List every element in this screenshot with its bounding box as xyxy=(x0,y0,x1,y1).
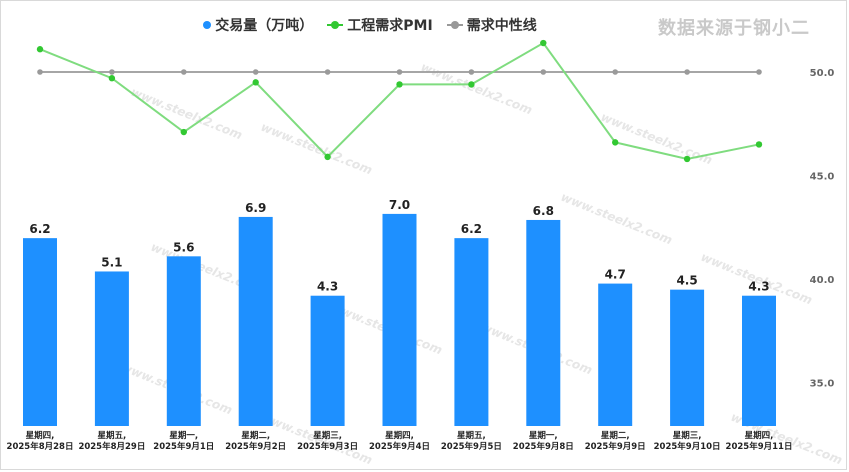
y-tick-label: 50.0 xyxy=(810,68,835,79)
watermark-site-7: www.steelx2.com xyxy=(599,110,714,167)
neutral-point xyxy=(612,69,618,75)
bar xyxy=(526,219,561,426)
pmi-point xyxy=(612,139,619,146)
x-tick-label-date: 2025年9月10日 xyxy=(654,441,721,452)
watermark-site-2: www.steelx2.com xyxy=(419,60,534,117)
bar-value-label: 6.8 xyxy=(533,204,554,218)
x-tick-label-day: 星期五, xyxy=(98,430,127,441)
pmi-point xyxy=(540,39,547,47)
x-tick-label-day: 星期三, xyxy=(313,430,342,441)
pmi-point xyxy=(755,141,763,148)
legend-item-neutral[interactable]: 需求中性线 xyxy=(446,15,537,35)
bar xyxy=(94,271,129,426)
neutral-point xyxy=(684,69,690,75)
x-tick-label-date: 2025年9月9日 xyxy=(585,441,646,452)
y-tick-label: 45.0 xyxy=(810,172,835,183)
bar-value-label: 6.9 xyxy=(245,201,266,215)
bar-value-label: 5.6 xyxy=(173,240,194,254)
neutral-point xyxy=(181,69,187,75)
bar-value-label: 4.3 xyxy=(317,280,338,294)
pmi-point xyxy=(396,81,403,88)
x-tick-label-day: 星期二, xyxy=(601,430,630,441)
pmi-point xyxy=(108,75,116,82)
bar-value-label: 4.5 xyxy=(676,274,697,288)
bar xyxy=(310,295,345,426)
watermark-site-3: www.steelx2.com xyxy=(559,190,674,247)
legend-marker-neutral xyxy=(446,21,463,29)
neutral-point xyxy=(468,69,475,75)
pmi-point xyxy=(324,153,331,161)
x-tick-label-date: 2025年8月29日 xyxy=(78,441,145,452)
bar-value-label: 5.1 xyxy=(101,255,122,269)
pmi-point xyxy=(683,155,691,163)
bar xyxy=(238,216,273,426)
y-tick-label: 40.0 xyxy=(810,275,835,286)
bar xyxy=(166,256,201,426)
x-tick-label-date: 2025年9月8日 xyxy=(513,441,574,452)
x-tick-label-day: 星期四, xyxy=(26,430,55,441)
neutral-point xyxy=(396,69,403,75)
y-tick-label: 35.0 xyxy=(810,379,835,390)
pmi-point xyxy=(252,79,259,86)
watermark-site-0: www.steelx2.com xyxy=(129,85,244,142)
legend: 交易量（万吨） 工程需求PMI 需求中性线 xyxy=(0,15,740,35)
x-tick-label-date: 2025年9月1日 xyxy=(153,441,214,452)
neutral-point xyxy=(37,69,43,75)
legend-marker-pmi xyxy=(327,21,344,29)
legend-label-pmi: 工程需求PMI xyxy=(347,18,433,34)
x-tick-label-day: 星期一, xyxy=(529,430,558,441)
x-tick-label-day: 星期二, xyxy=(241,430,270,441)
bar-value-label: 6.2 xyxy=(461,222,482,236)
neutral-point xyxy=(324,69,331,75)
x-tick-label-date: 2025年9月11日 xyxy=(726,441,793,452)
x-tick-label-date: 2025年9月2日 xyxy=(225,441,286,452)
bar xyxy=(454,238,489,426)
x-tick-label-day: 星期四, xyxy=(385,430,414,441)
legend-item-pmi[interactable]: 工程需求PMI xyxy=(327,15,433,35)
legend-item-volume[interactable]: 交易量（万吨） xyxy=(203,15,313,35)
legend-label-volume: 交易量（万吨） xyxy=(215,18,314,34)
x-tick-label-date: 2025年8月28日 xyxy=(7,441,74,452)
bar-value-label: 6.2 xyxy=(29,222,50,236)
neutral-point xyxy=(109,69,115,75)
bar xyxy=(23,238,57,426)
legend-label-neutral: 需求中性线 xyxy=(466,18,537,34)
neutral-point xyxy=(252,69,259,75)
bar-value-label: 4.3 xyxy=(748,280,769,294)
x-tick-label-day: 星期四, xyxy=(745,430,774,441)
x-tick-label-day: 星期三, xyxy=(673,430,702,441)
pmi-point xyxy=(36,46,44,53)
x-tick-label-date: 2025年9月5日 xyxy=(441,441,502,452)
pmi-point xyxy=(468,81,475,88)
data-source-watermark: 数据来源于钢小二 xyxy=(658,18,810,39)
x-tick-label-date: 2025年9月3日 xyxy=(297,441,358,452)
x-tick-label-day: 星期一, xyxy=(169,430,198,441)
x-tick-label-day: 星期五, xyxy=(457,430,486,441)
bar xyxy=(382,213,417,426)
pmi-point xyxy=(180,128,187,136)
bar xyxy=(670,289,705,426)
bar xyxy=(742,295,776,426)
bar-value-label: 7.0 xyxy=(389,198,410,212)
legend-marker-volume xyxy=(203,21,212,29)
x-tick-label-date: 2025年9月4日 xyxy=(369,441,430,452)
neutral-point xyxy=(756,69,762,75)
neutral-point xyxy=(540,69,547,75)
bar xyxy=(598,283,633,426)
bar-value-label: 4.7 xyxy=(605,268,626,282)
